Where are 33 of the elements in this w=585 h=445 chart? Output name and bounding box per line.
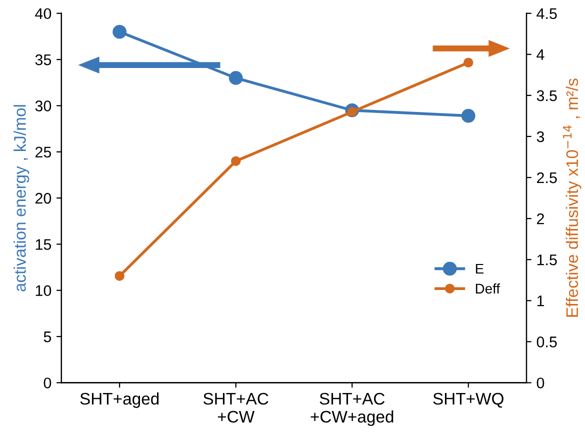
point (230, 156, 241, 166)
x-tick-label: SHT+AC +CW+aged (310, 392, 394, 426)
point (228, 71, 243, 85)
y2-axis-title: Effective diffusivity x10$^{−14}$ , m²/s (563, 78, 582, 317)
y-tick-label: 30 (35, 100, 52, 112)
y-axis-title: activation energy , kJ/mol (14, 105, 30, 292)
y-tick-label: 0 (44, 378, 52, 388)
y-tick-label: 25 (35, 146, 52, 158)
y2-tick-label: 1.5 (537, 254, 557, 266)
legend-label: Deff (476, 283, 500, 294)
y-tick-label: 40 (35, 8, 52, 20)
legend-label: E (476, 264, 484, 274)
y2-tick-label: 0 (536, 378, 544, 388)
y-tick-label: 15 (36, 239, 52, 250)
y-tick-label: 5 (44, 332, 52, 342)
y2-tick-label: 3.5 (536, 90, 557, 102)
y-tick-label: 20 (35, 192, 52, 204)
y2-tick-label: 2.5 (536, 172, 557, 184)
x-tick-label: SHT+aged (80, 392, 159, 408)
point (461, 108, 476, 123)
y-tick-label: 35 (35, 54, 52, 66)
point (114, 271, 124, 281)
y-tick-label: 10 (36, 285, 52, 296)
point (112, 24, 127, 39)
y2-tick-label: 0.5 (536, 336, 557, 348)
y2-tick-label: 4.5 (536, 8, 557, 20)
y2-tick-label: 1 (537, 296, 544, 306)
y2-tick-label: 2 (536, 213, 544, 224)
y2-tick-label: 3 (536, 131, 544, 142)
y2-tick-label: 4 (536, 49, 544, 60)
x-tick-label: SHT+WQ (433, 392, 504, 408)
point (464, 58, 474, 68)
x-tick-label: SHT+AC +CW (203, 392, 268, 423)
